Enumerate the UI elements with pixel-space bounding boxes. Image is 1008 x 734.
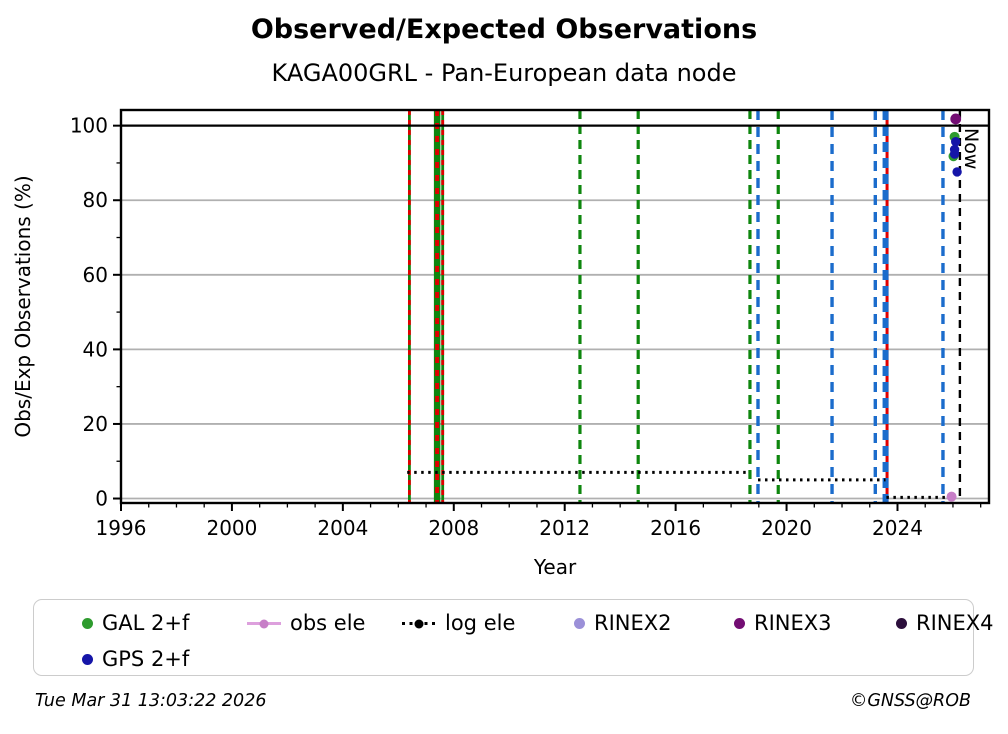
y-axis-label: Obs/Exp Observations (%) bbox=[11, 175, 35, 437]
x-tick-label: 2012 bbox=[539, 516, 590, 540]
legend-item-rinex3: RINEX3 bbox=[734, 613, 832, 634]
legend-marker-dot-icon bbox=[414, 619, 424, 628]
y-tick-label: 40 bbox=[83, 337, 108, 361]
legend-item-log-ele: log ele bbox=[402, 613, 515, 634]
footer-copyright: ©GNSS@ROB bbox=[849, 691, 971, 711]
legend-label: obs ele bbox=[290, 611, 366, 635]
y-tick-label: 60 bbox=[83, 263, 108, 287]
legend-dot-icon bbox=[574, 618, 585, 629]
series-gps-2-f bbox=[949, 136, 962, 177]
event-lines bbox=[408, 110, 945, 503]
x-tick-label: 2008 bbox=[428, 516, 479, 540]
x-tick-label: 2024 bbox=[872, 516, 923, 540]
legend-item-gps-2-f: GPS 2+f bbox=[82, 649, 189, 670]
legend-dot-icon bbox=[82, 618, 93, 629]
x-tick-label: 2016 bbox=[650, 516, 701, 540]
legend-item-obs-ele: obs ele bbox=[247, 613, 365, 634]
axes: 1996 2000 2004 2008 2012 2016 2020 2024 0 20 40 60 8… bbox=[11, 108, 991, 579]
x-tick-label: 2020 bbox=[761, 516, 812, 540]
legend-dot-icon bbox=[82, 654, 93, 665]
legend-label: RINEX2 bbox=[594, 611, 672, 635]
legend-label: GPS 2+f bbox=[102, 647, 190, 671]
page-subtitle: KAGA00GRL - Pan-European data node bbox=[271, 59, 737, 87]
footer-timestamp: Tue Mar 31 13:03:22 2026 bbox=[35, 691, 267, 711]
legend-label: log ele bbox=[445, 611, 516, 635]
legend-label: RINEX4 bbox=[916, 611, 994, 635]
data-points bbox=[946, 113, 962, 502]
legend-item-rinex4: RINEX4 bbox=[896, 613, 994, 634]
legend-item-gal-2-f: GAL 2+f bbox=[82, 613, 189, 634]
series-rinex3 bbox=[950, 113, 962, 125]
gridlines bbox=[121, 124, 989, 500]
series-obs-ele bbox=[946, 491, 957, 502]
log-ele-line bbox=[407, 470, 952, 499]
legend-dot-icon bbox=[896, 618, 907, 629]
y-tick-label: 20 bbox=[83, 412, 108, 436]
x-tick-label: 1996 bbox=[96, 516, 147, 540]
legend-label: GAL 2+f bbox=[102, 611, 190, 635]
chart: Now 1996 2000 2004 2008 2012 2016 2020 2024 0 20 40… bbox=[11, 108, 991, 579]
legend-marker-dot-icon bbox=[259, 619, 269, 628]
now-label: Now bbox=[960, 128, 982, 169]
page-title: Observed/Expected Observations bbox=[250, 14, 758, 45]
legend-label: RINEX3 bbox=[754, 611, 832, 635]
legend-line-marker-icon bbox=[247, 619, 281, 628]
footer: Tue Mar 31 13:03:22 2026 ©GNSS@ROB bbox=[35, 691, 971, 711]
y-tick-label: 80 bbox=[83, 188, 108, 212]
legend-dot-icon bbox=[734, 618, 745, 629]
x-tick-label: 2004 bbox=[317, 516, 368, 540]
now-line: Now bbox=[958, 110, 982, 503]
legend-item-rinex2: RINEX2 bbox=[574, 613, 672, 634]
legend: GAL 2+f obs ele log ele RINEX2 RINEX3 RINEX4 G… bbox=[33, 599, 994, 676]
y-tick-label: 100 bbox=[70, 114, 108, 138]
x-axis-label: Year bbox=[533, 555, 577, 579]
y-tick-label: 0 bbox=[95, 487, 108, 511]
x-tick-label: 2000 bbox=[206, 516, 257, 540]
legend-line-marker-icon bbox=[402, 619, 436, 628]
